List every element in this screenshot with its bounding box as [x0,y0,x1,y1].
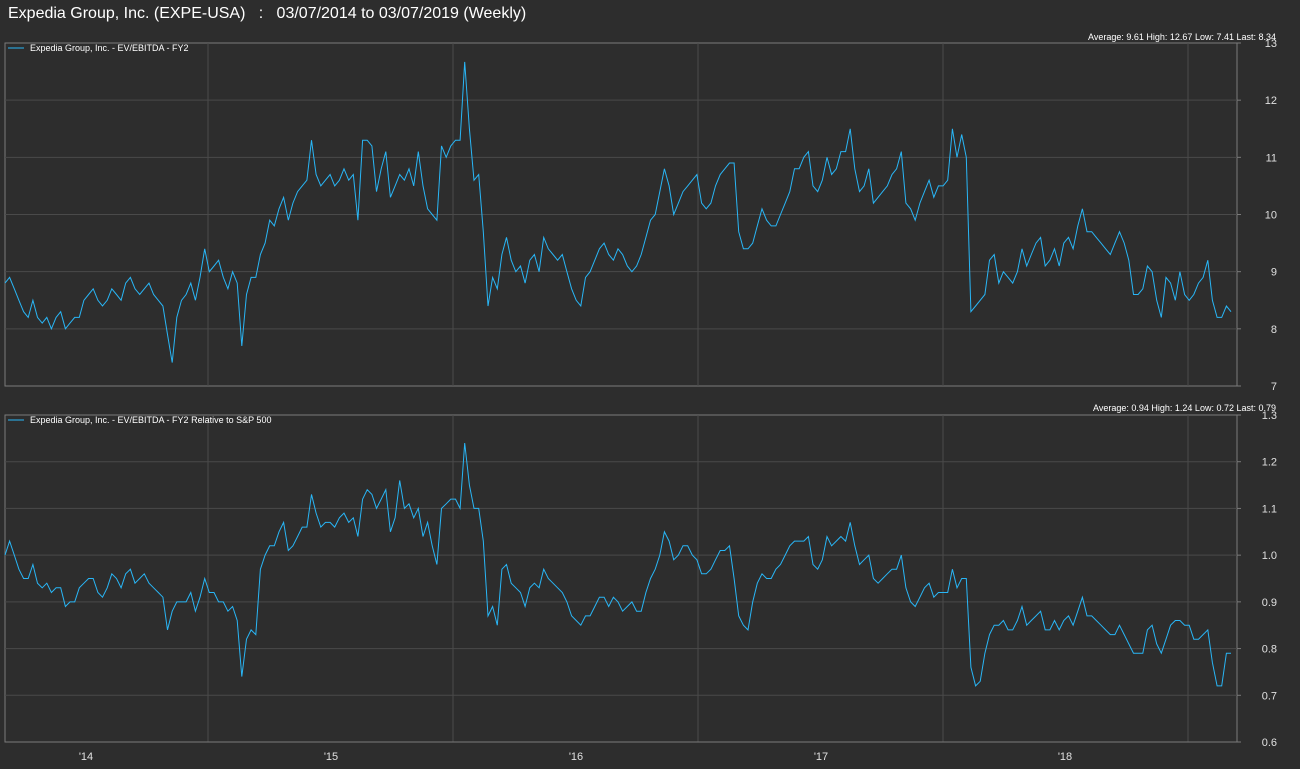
x-tick-label: '14 [79,751,93,763]
bottom-series-line [4,442,1231,687]
bottom-y-tick-label: 1.1 [1262,503,1277,515]
x-tick-label: '18 [1058,751,1072,763]
top-y-tick-label: 7 [1271,381,1277,393]
top-legend-label: Expedia Group, Inc. - EV/EBITDA - FY2 [30,43,189,53]
top-y-tick-label: 9 [1271,267,1277,279]
top-y-tick-label: 13 [1265,38,1277,50]
bottom-y-tick-label: 1.2 [1262,457,1277,469]
top-y-tick-label: 11 [1266,152,1277,164]
bottom-y-tick-label: 0.7 [1262,690,1277,702]
bottom-y-tick-label: 0.6 [1262,737,1277,749]
x-tick-label: '15 [324,751,338,763]
bottom-stats: Average: 0.94 High: 1.24 Low: 0.72 Last:… [1093,403,1276,413]
top-y-tick-label: 12 [1265,95,1277,107]
top-y-tick-label: 10 [1265,210,1277,222]
bottom-y-tick-label: 0.8 [1262,644,1277,656]
top-series-line [4,61,1232,363]
x-axis: '14 '15 '16 '17 '18 [5,741,1237,763]
chart-title: Expedia Group, Inc. (EXPE-USA) : 03/07/2… [8,5,527,22]
bottom-y-tick-label: 1.0 [1262,550,1277,562]
bottom-y-tick-label: 1.3 [1262,410,1277,422]
bottom-legend-label: Expedia Group, Inc. - EV/EBITDA - FY2 Re… [30,415,271,425]
x-tick-label: '17 [814,751,828,763]
top-stats: Average: 9.61 High: 12.67 Low: 7.41 Last… [1088,32,1276,42]
bottom-panel-frame [4,414,1238,743]
top-y-tick-label: 8 [1271,324,1277,336]
bottom-y-tick-label: 0.9 [1262,597,1277,609]
x-tick-label: '16 [569,751,583,763]
